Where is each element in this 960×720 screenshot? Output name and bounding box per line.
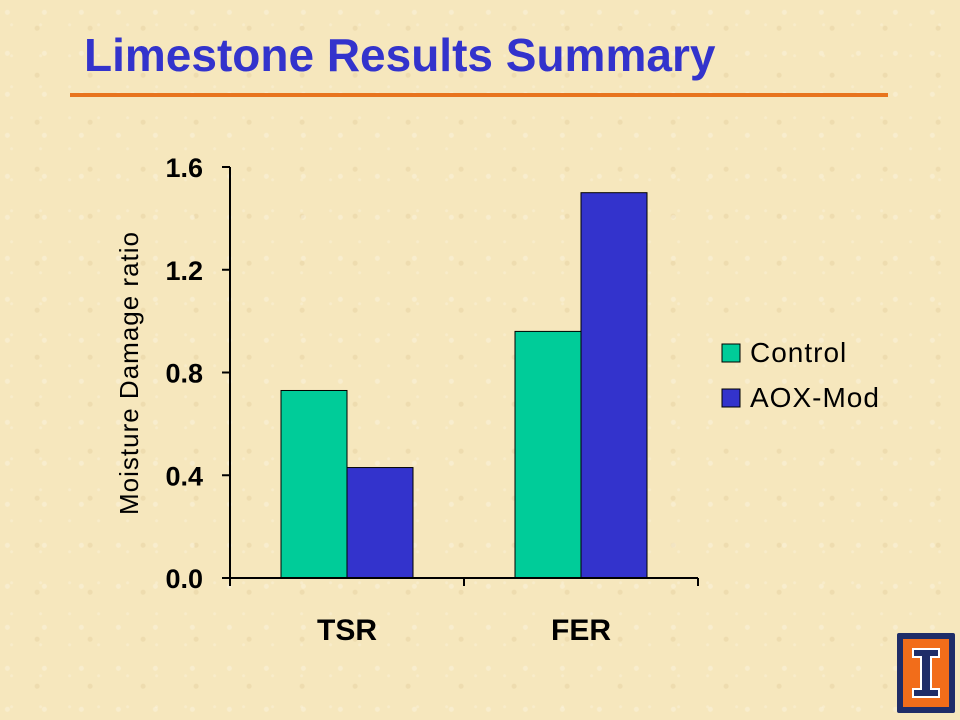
legend-label: AOX-Mod bbox=[750, 382, 880, 413]
x-category-label: TSR bbox=[317, 614, 377, 647]
slide-title: Limestone Results Summary bbox=[84, 29, 716, 81]
axes-group bbox=[222, 166, 699, 586]
y-tick-label: 1.2 bbox=[165, 256, 203, 286]
y-tick-label: 0.4 bbox=[165, 461, 203, 491]
y-tick-label: 0.8 bbox=[165, 359, 203, 389]
x-category-label: FER bbox=[551, 614, 611, 647]
bar-aox-mod-fer bbox=[580, 192, 648, 579]
legend: Control AOX-Mod bbox=[721, 337, 880, 413]
legend-swatch bbox=[721, 388, 741, 408]
y-axis-label: Moisture Damage ratio bbox=[114, 231, 144, 515]
bars-group bbox=[280, 192, 648, 579]
y-tick-labels: 0.0 0.4 0.8 1.2 1.6 bbox=[165, 153, 203, 594]
bar-control-tsr bbox=[280, 389, 348, 579]
bar-aox-mod-tsr bbox=[346, 467, 414, 579]
x-category-labels: TSR FER bbox=[317, 614, 611, 647]
y-tick-label: 1.6 bbox=[165, 153, 203, 183]
y-tick-label: 0.0 bbox=[165, 564, 203, 594]
legend-swatch bbox=[721, 343, 741, 363]
bar-control-fer bbox=[514, 330, 582, 579]
legend-label: Control bbox=[750, 337, 847, 368]
title-underline bbox=[70, 93, 888, 97]
university-logo bbox=[897, 633, 955, 713]
